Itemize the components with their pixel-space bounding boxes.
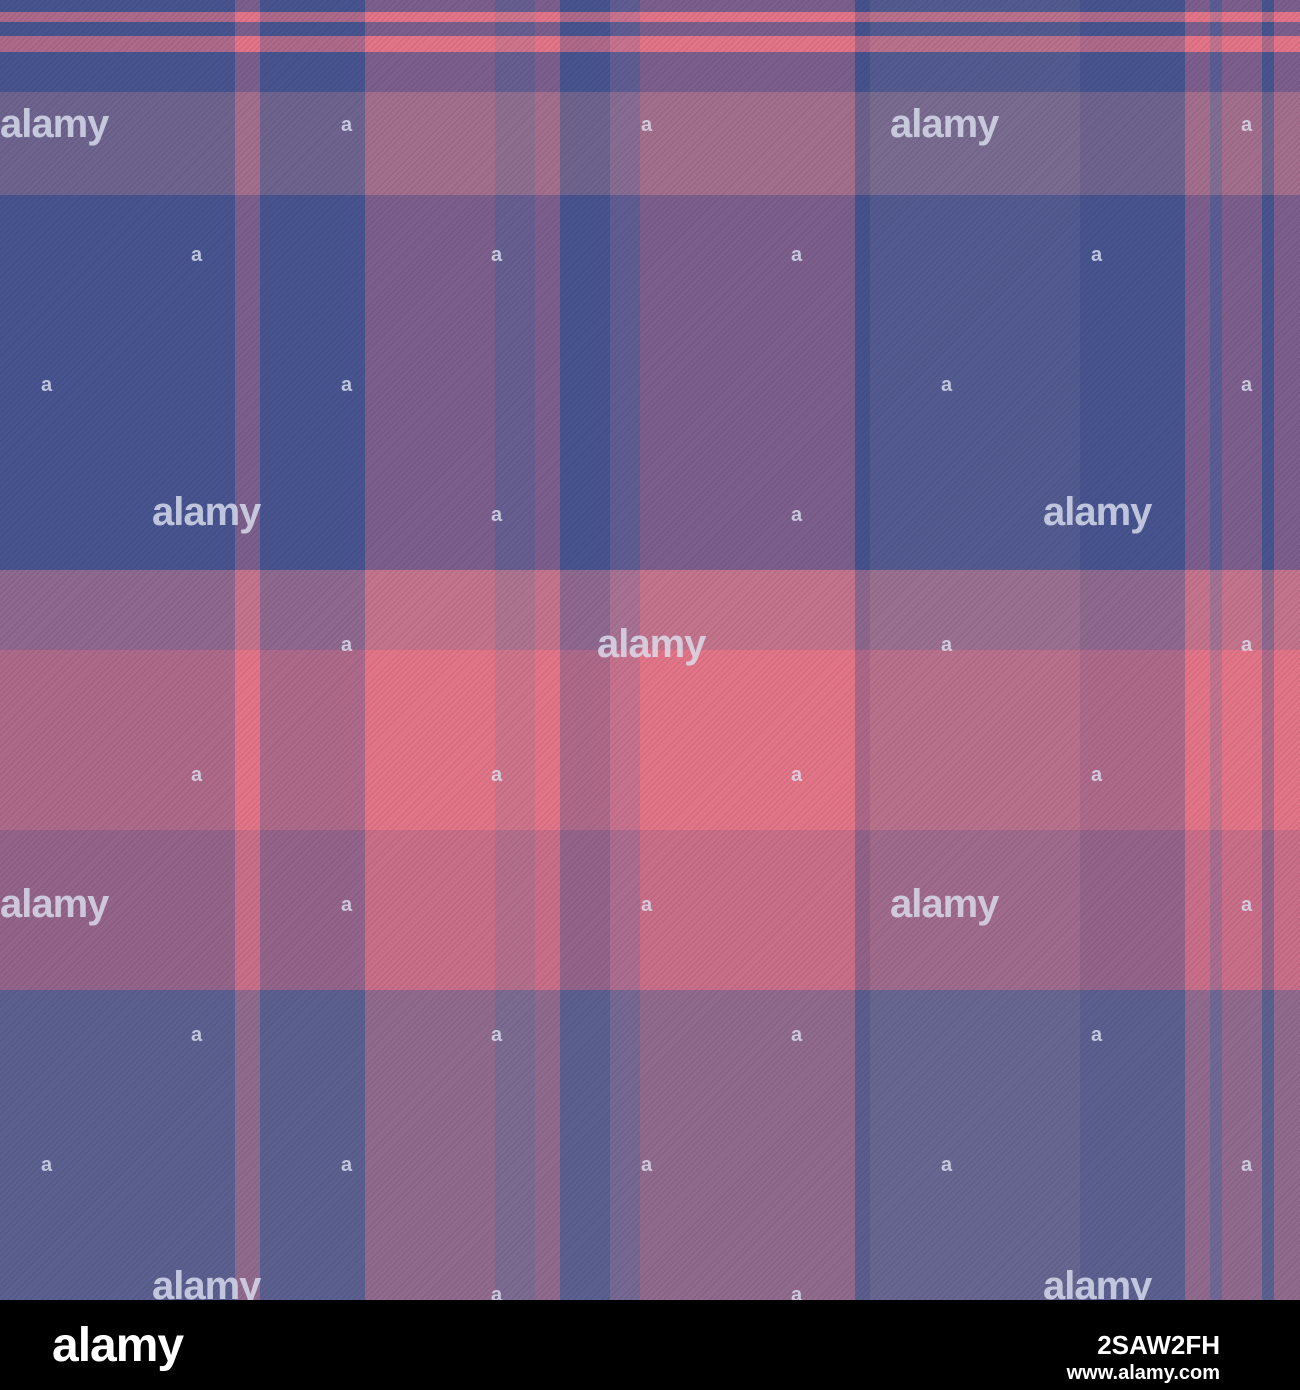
stock-footer-bar: alamy 2SAW2FH www.alamy.com — [0, 1300, 1300, 1390]
watermark-small: a — [791, 1284, 803, 1300]
watermark-small: a — [491, 1024, 503, 1046]
watermark-small: a — [791, 504, 803, 526]
alamy-logo: alamy — [52, 1319, 184, 1372]
watermark-small: a — [1091, 1024, 1103, 1046]
plaid-pattern-image: alamy alamy alamy alamy alamy alamy alam… — [0, 0, 1300, 1300]
horizontal-stripes — [0, 0, 1300, 990]
watermark: alamy — [597, 622, 706, 666]
watermark-small: a — [641, 114, 653, 136]
watermark-small: a — [1241, 374, 1253, 396]
site-url: www.alamy.com — [1066, 1362, 1220, 1384]
image-id: 2SAW2FH — [1097, 1330, 1220, 1360]
watermark-small: a — [791, 244, 803, 266]
watermark-small: a — [1091, 244, 1103, 266]
watermark-small: a — [1241, 634, 1253, 656]
watermark-small: a — [491, 504, 503, 526]
watermark-small: a — [191, 1024, 203, 1046]
watermark: alamy — [0, 102, 109, 146]
watermark-small: a — [341, 1154, 353, 1176]
watermark-small: a — [491, 244, 503, 266]
watermark-small: a — [191, 764, 203, 786]
watermark-small: a — [491, 1284, 503, 1300]
watermark-small: a — [641, 1154, 653, 1176]
watermark: alamy — [0, 882, 109, 926]
watermark-small: a — [341, 894, 353, 916]
watermark-small: a — [341, 114, 353, 136]
watermark-small: a — [1241, 894, 1253, 916]
watermark-small: a — [1091, 764, 1103, 786]
watermark-small: a — [191, 244, 203, 266]
watermark-small: a — [341, 634, 353, 656]
watermark-small: a — [491, 764, 503, 786]
watermark-small: a — [791, 764, 803, 786]
watermark-small: a — [1241, 1154, 1253, 1176]
watermark-small: a — [41, 1154, 53, 1176]
watermark-small: a — [641, 894, 653, 916]
watermark: alamy — [890, 882, 999, 926]
watermark-small: a — [791, 1024, 803, 1046]
watermark-small: a — [941, 374, 953, 396]
watermark-small: a — [941, 1154, 953, 1176]
watermark: alamy — [152, 1264, 261, 1300]
watermark-small: a — [941, 634, 953, 656]
watermark-small: a — [41, 374, 53, 396]
watermark: alamy — [1043, 1264, 1152, 1300]
watermark: alamy — [890, 102, 999, 146]
watermark: alamy — [152, 490, 261, 534]
watermark-small: a — [341, 374, 353, 396]
watermark-small: a — [1241, 114, 1253, 136]
watermark: alamy — [1043, 490, 1152, 534]
